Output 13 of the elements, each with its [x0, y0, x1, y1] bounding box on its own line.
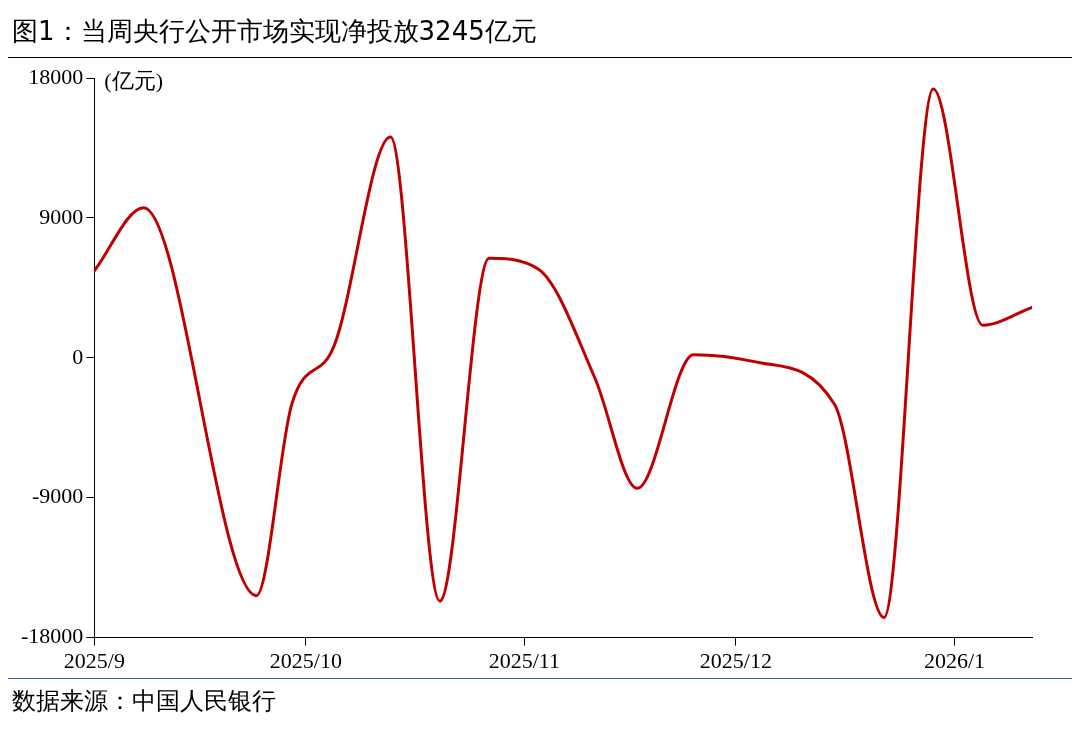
- y-tick-label: 9000: [39, 203, 84, 229]
- y-tick-label: 18000: [28, 63, 84, 89]
- y-tick-label: -9000: [32, 483, 84, 509]
- x-tick-label: 2025/11: [488, 647, 561, 673]
- y-axis-title: (亿元): [104, 67, 163, 93]
- source-note: 数据来源：中国人民银行: [12, 686, 277, 717]
- x-tick-label: 2025/9: [63, 647, 125, 673]
- x-tick-label: 2025/10: [269, 647, 342, 673]
- x-tick-label: 2025/12: [699, 647, 772, 673]
- y-tick-label: -18000: [21, 623, 84, 649]
- chart-title: 图1：当周央行公开市场实现净投放3245亿元: [8, 8, 1072, 58]
- x-tick-label: 2026/1: [923, 647, 986, 673]
- y-tick-label: 0: [72, 343, 84, 369]
